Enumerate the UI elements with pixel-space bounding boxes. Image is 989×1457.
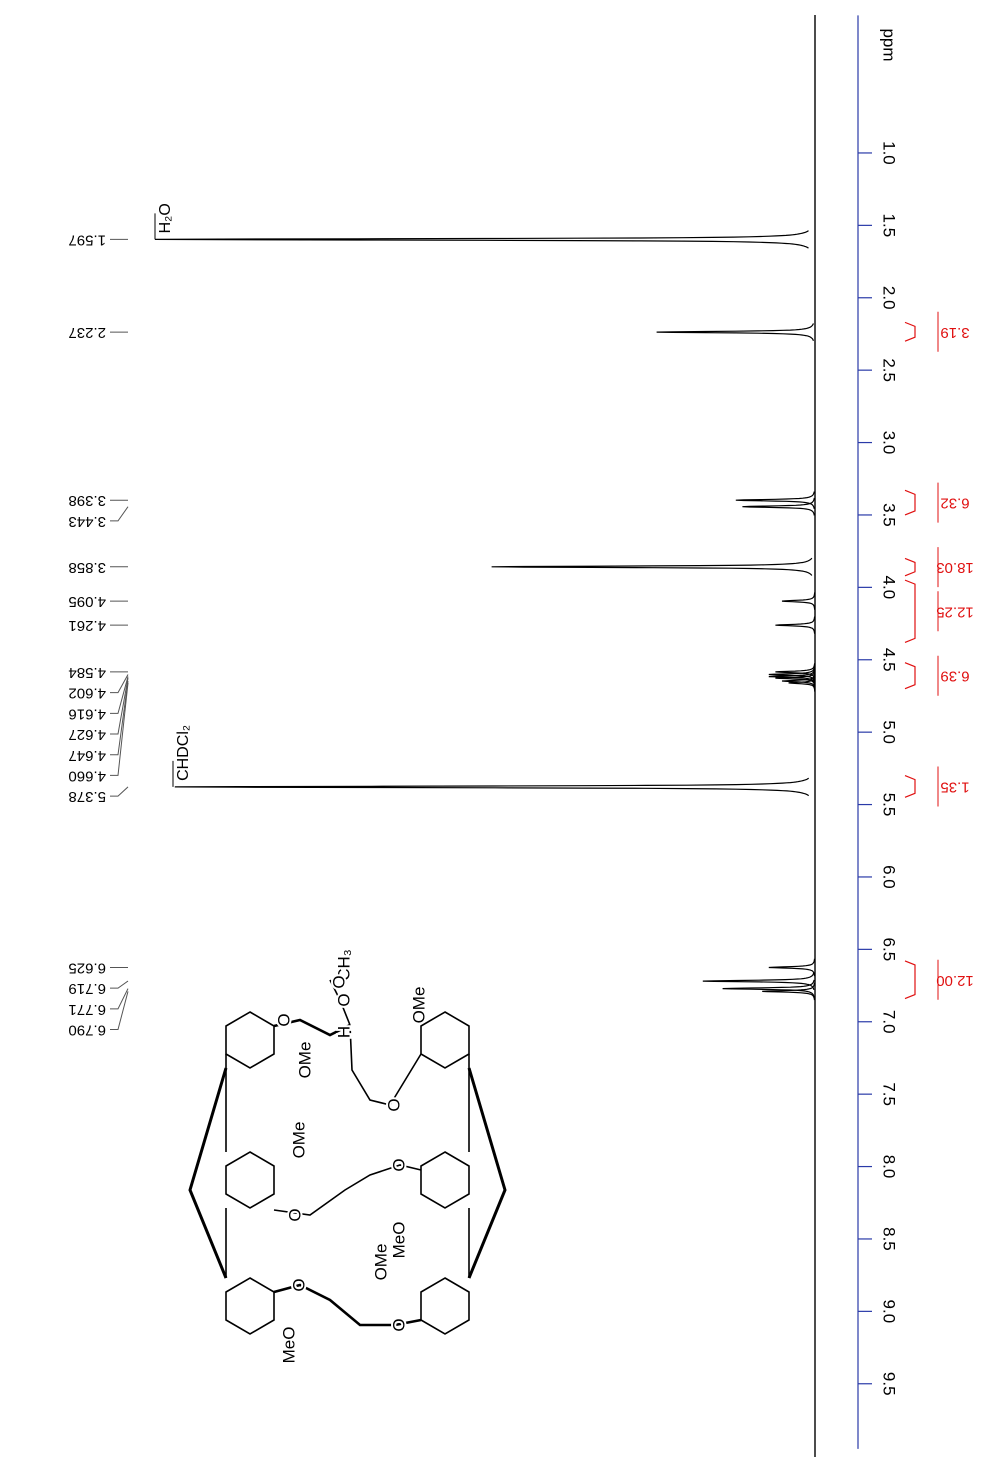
peak — [762, 982, 816, 1001]
peak — [775, 669, 816, 687]
x-tick-label: 8.5 — [880, 1227, 899, 1251]
integral-label: 12.00 — [936, 972, 974, 989]
peak-label: 2.237 — [68, 324, 106, 341]
atom-label: CH₃ — [334, 949, 353, 980]
peak-label: 4.627 — [68, 726, 106, 743]
x-axis-label: ppm — [880, 28, 899, 61]
peak-label-connector — [110, 674, 129, 694]
peak — [656, 323, 814, 341]
peak-label: 4.584 — [68, 664, 106, 681]
peak-label: 3.398 — [68, 492, 106, 509]
x-tick-label: 9.5 — [880, 1372, 899, 1396]
peak-label: 6.790 — [68, 1022, 106, 1039]
molecule-structure — [188, 979, 507, 1335]
peak-label-connector — [110, 680, 129, 756]
atom-label: OMe — [409, 987, 428, 1024]
atom-label: OMe — [295, 1042, 314, 1079]
x-tick-label: 3.5 — [880, 503, 899, 527]
atom-label: O — [384, 1098, 403, 1111]
peak-label: 1.597 — [68, 231, 106, 248]
peak — [722, 979, 815, 998]
atom-label: O — [334, 993, 353, 1006]
peak-label-connector — [110, 988, 129, 1010]
x-tick-label: 3.0 — [880, 431, 899, 455]
annotation: CHDCl₂ — [175, 725, 192, 781]
x-tick-label: 7.0 — [880, 1010, 899, 1034]
peak — [742, 497, 815, 516]
peak-label: 4.660 — [68, 767, 106, 784]
annotation: H₂O — [157, 203, 174, 233]
integral-bracket — [904, 321, 916, 342]
peak-label-connector — [110, 678, 129, 735]
peak-label: 6.771 — [68, 1001, 106, 1018]
peak — [768, 958, 816, 977]
peak-label: 4.095 — [68, 593, 106, 610]
peak-label-connector — [110, 980, 129, 989]
x-tick-label: 6.5 — [880, 938, 899, 962]
x-tick-label: 6.0 — [880, 865, 899, 889]
integral-bracket — [904, 662, 916, 690]
peak-label-connector — [110, 506, 129, 522]
x-tick-label: 7.5 — [880, 1082, 899, 1106]
peak-label: 3.443 — [68, 513, 106, 530]
peak — [775, 616, 816, 634]
atom-label: O — [289, 1278, 308, 1291]
integral-label: 6.32 — [940, 495, 969, 512]
x-tick-label: 4.5 — [880, 648, 899, 672]
peak-label-connector — [110, 682, 129, 776]
x-tick-label: 2.0 — [880, 286, 899, 310]
x-tick-label: 5.0 — [880, 720, 899, 744]
integral-bracket — [904, 489, 916, 516]
peak-label: 4.602 — [68, 685, 106, 702]
integral-bracket — [904, 775, 916, 798]
integral-label: 6.39 — [940, 668, 969, 685]
integral-bracket — [904, 557, 916, 577]
peak-label-connector — [110, 676, 129, 714]
integral-bracket — [904, 960, 916, 1000]
peak-label-connector — [110, 786, 129, 797]
x-tick-label: 9.0 — [880, 1300, 899, 1324]
x-tick-label: 2.5 — [880, 358, 899, 382]
atom-label: O — [285, 1208, 304, 1221]
peak — [154, 230, 809, 249]
peak-label: 5.378 — [68, 788, 106, 805]
peak — [788, 674, 816, 692]
integral-label: 1.35 — [940, 778, 969, 795]
atom-label: H — [334, 1026, 353, 1038]
x-tick-label: 8.0 — [880, 1155, 899, 1179]
peak — [174, 777, 810, 797]
integral-label: 12.25 — [936, 603, 974, 620]
peak-label: 4.261 — [68, 617, 106, 634]
peak — [781, 592, 816, 610]
x-tick-label: 4.0 — [880, 576, 899, 600]
peak-label: 4.647 — [68, 747, 106, 764]
integral-bracket — [904, 579, 916, 643]
atom-label: O — [389, 1318, 408, 1331]
atom-label: O — [389, 1158, 408, 1171]
atom-label: MeO — [279, 1327, 298, 1364]
atom-label: OMe — [371, 1244, 390, 1281]
peak-label: 3.858 — [68, 559, 106, 576]
peak-label-connector — [110, 991, 129, 1031]
atom-label: MeO — [389, 1222, 408, 1259]
x-tick-label: 1.5 — [880, 214, 899, 238]
x-tick-label: 5.5 — [880, 793, 899, 817]
atom-label: O — [274, 1013, 293, 1026]
peak-label: 4.616 — [68, 705, 106, 722]
atom-label: OMe — [289, 1122, 308, 1159]
peak-label: 6.719 — [68, 980, 106, 997]
integral-label: 3.19 — [940, 324, 969, 341]
peak — [491, 557, 813, 576]
integral-label: 18.03 — [936, 559, 974, 576]
x-tick-label: 1.0 — [880, 141, 899, 165]
peak — [735, 491, 815, 509]
atom-label: O — [329, 975, 348, 988]
peak-label: 6.625 — [68, 959, 106, 976]
